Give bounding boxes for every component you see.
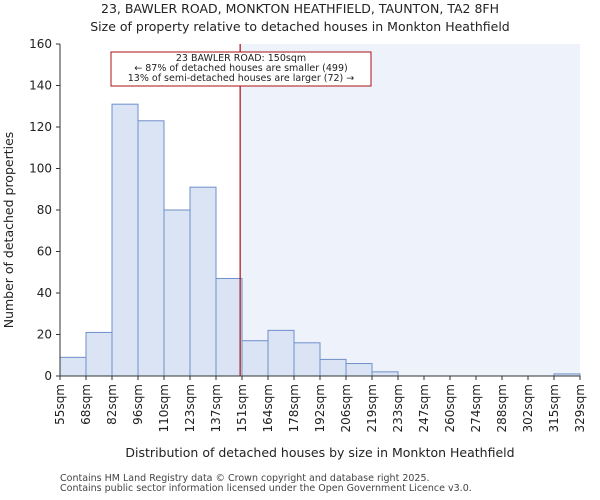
x-tick-label: 55sqm [53,384,67,425]
x-tick-label: 302sqm [521,384,535,432]
bar-68sqm [85,331,113,377]
x-tick-label: 178sqm [287,384,301,432]
bar-110sqm [163,209,191,377]
bar-123sqm [189,186,217,377]
x-axis-label: Distribution of detached houses by size … [125,445,514,460]
x-tick-label: 151sqm [235,384,249,432]
y-tick-label: 80 [37,203,52,217]
bar-178sqm [293,342,321,377]
footer-licence: Contains public sector information licen… [60,483,472,494]
x-tick-label: 288sqm [495,384,509,432]
x-tick-label: 247sqm [417,384,431,432]
y-tick-label: 160 [29,37,52,51]
y-axis: 0 20 40 60 80 100 120 140 160 [29,37,61,383]
x-tick-label: 329sqm [573,384,587,432]
bar-192sqm [319,358,347,377]
x-tick-label: 164sqm [261,384,275,432]
annotation-line-1: 23 BAWLER ROAD: 150sqm [176,53,306,64]
x-tick-label: 315sqm [547,384,561,432]
x-tick-label: 96sqm [131,384,145,425]
y-tick-label: 140 [29,79,52,93]
x-tick-label: 219sqm [365,384,379,432]
bar-151sqm [241,340,269,377]
chart-subtitle: Size of property relative to detached ho… [90,19,510,34]
y-tick-label: 20 [37,328,52,342]
x-tick-label: 233sqm [391,384,405,432]
larger-houses-region [240,44,580,376]
bar-82sqm [111,103,139,377]
y-tick-label: 0 [44,369,52,383]
x-tick-label: 137sqm [209,384,223,432]
annotation-line-2: ← 87% of detached houses are smaller (49… [134,63,347,74]
annotation-line-3: 13% of semi-detached houses are larger (… [128,73,355,84]
bar-219sqm [371,371,399,377]
annotation-box: 23 BAWLER ROAD: 150sqm ← 87% of detached… [110,51,372,87]
x-tick-label: 260sqm [443,384,457,432]
bar-164sqm [267,329,295,377]
y-tick-label: 100 [29,162,52,176]
y-tick-label: 40 [37,286,52,300]
x-tick-label: 68sqm [79,384,93,425]
bars-group [59,103,581,377]
annotation-frame [110,51,372,87]
x-tick-label: 274sqm [469,384,483,432]
y-axis-label: Number of detached properties [1,132,16,329]
bar-137sqm [215,277,243,377]
footer-copyright: Contains HM Land Registry data © Crown c… [60,473,430,484]
x-tick-label: 206sqm [339,384,353,432]
x-axis: 55sqm 68sqm 82sqm 96sqm 110sqm 123sqm 137sqm 15… [53,375,587,432]
x-tick-label: 192sqm [313,384,327,432]
bar-206sqm [345,363,373,377]
x-tick-label: 110sqm [157,384,171,432]
y-tick-label: 60 [37,245,52,259]
y-tick-label: 120 [29,120,52,134]
x-tick-label: 123sqm [183,384,197,432]
bar-55sqm [59,356,87,377]
chart-title: 23, BAWLER ROAD, MONKTON HEATHFIELD, TAU… [101,1,499,16]
bar-96sqm [137,120,165,377]
x-tick-label: 82sqm [105,384,119,425]
